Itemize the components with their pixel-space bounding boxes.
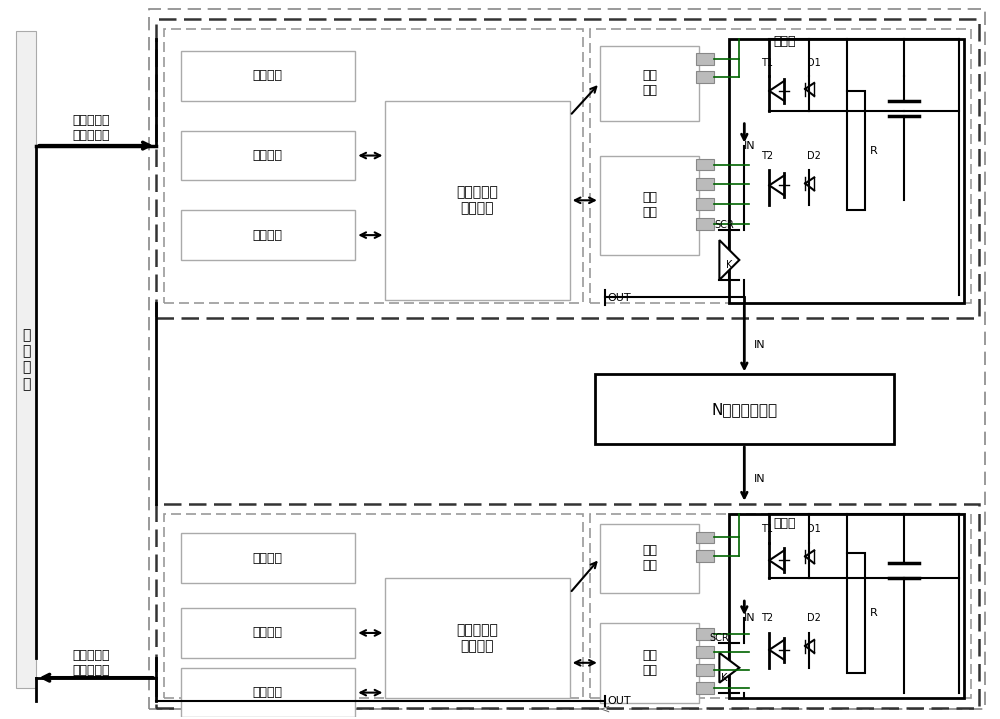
Bar: [696, 682, 714, 694]
Text: 级联子模块: 级联子模块: [72, 649, 110, 662]
Text: 编程接口: 编程接口: [253, 626, 283, 639]
Bar: [164, 29, 583, 303]
Text: 子模块: 子模块: [773, 517, 795, 530]
Text: IN: IN: [744, 141, 756, 150]
Bar: [164, 513, 583, 697]
Bar: [156, 503, 979, 707]
Bar: [181, 533, 355, 583]
Bar: [600, 523, 699, 593]
Text: T1: T1: [761, 58, 773, 68]
Bar: [600, 155, 699, 255]
Bar: [847, 554, 865, 673]
Text: 电压
检测: 电压 检测: [642, 69, 657, 97]
Text: 电压
检测: 电压 检测: [642, 544, 657, 572]
Bar: [16, 31, 36, 687]
Bar: [181, 608, 355, 658]
Bar: [590, 29, 971, 303]
Text: K: K: [721, 673, 728, 683]
Text: R: R: [870, 145, 878, 155]
Bar: [385, 101, 570, 300]
Text: D1: D1: [807, 58, 821, 68]
Text: 隔离电源: 隔离电源: [253, 552, 283, 565]
Bar: [181, 210, 355, 260]
Text: 级联子模块: 级联子模块: [72, 114, 110, 127]
Text: 光纤接口: 光纤接口: [253, 686, 283, 699]
Bar: [156, 19, 979, 318]
Bar: [696, 646, 714, 658]
Text: IN: IN: [754, 339, 766, 349]
Bar: [385, 578, 570, 697]
Text: 模块板中央
处理单元: 模块板中央 处理单元: [456, 186, 498, 216]
Bar: [696, 628, 714, 640]
Polygon shape: [719, 653, 739, 682]
Text: N个级联子模块: N个级联子模块: [711, 402, 777, 417]
Text: 模块板中央
处理单元: 模块板中央 处理单元: [456, 623, 498, 653]
Bar: [181, 51, 355, 101]
Bar: [590, 513, 971, 697]
Bar: [149, 9, 985, 708]
Bar: [181, 668, 355, 718]
Bar: [600, 46, 699, 121]
Bar: [696, 218, 714, 230]
Text: 隔离电源: 隔离电源: [253, 70, 283, 83]
Text: 多
针
插
头: 多 针 插 头: [22, 328, 31, 390]
Text: 驱动
电路: 驱动 电路: [642, 649, 657, 677]
Text: T2: T2: [761, 150, 773, 160]
Bar: [696, 198, 714, 210]
Bar: [696, 551, 714, 562]
Bar: [595, 375, 894, 444]
Bar: [847, 91, 865, 210]
Bar: [696, 53, 714, 65]
Text: R: R: [870, 608, 878, 618]
Text: K: K: [726, 260, 733, 270]
Text: 编程接口: 编程接口: [253, 149, 283, 162]
Bar: [696, 178, 714, 191]
Text: 子模块: 子模块: [773, 35, 795, 47]
Text: SCR: SCR: [710, 633, 729, 643]
Bar: [181, 131, 355, 180]
Bar: [696, 664, 714, 676]
Text: D1: D1: [807, 523, 821, 533]
Text: OUT: OUT: [608, 293, 631, 303]
Text: D2: D2: [807, 613, 821, 623]
Text: 主电路进线: 主电路进线: [72, 129, 110, 142]
Text: D2: D2: [807, 150, 821, 160]
Text: 主电路出线: 主电路出线: [72, 664, 110, 677]
Bar: [729, 39, 964, 303]
Text: 驱动
电路: 驱动 电路: [642, 191, 657, 219]
Text: 光纤接口: 光纤接口: [253, 229, 283, 242]
Bar: [696, 531, 714, 544]
Text: T1: T1: [761, 523, 773, 533]
Text: IN: IN: [744, 613, 756, 623]
Text: <: <: [599, 703, 610, 716]
Bar: [696, 158, 714, 170]
Polygon shape: [719, 240, 739, 280]
Text: OUT: OUT: [608, 695, 631, 705]
Bar: [600, 623, 699, 702]
Bar: [729, 513, 964, 697]
Text: T2: T2: [761, 613, 773, 623]
Bar: [696, 71, 714, 83]
Text: SCR: SCR: [714, 220, 734, 230]
Text: IN: IN: [754, 474, 766, 484]
